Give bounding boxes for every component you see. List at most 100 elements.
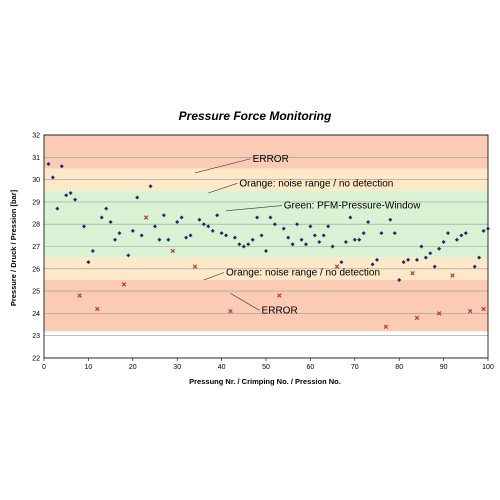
- annotation-text: ERROR: [262, 305, 298, 316]
- data-point-diamond: [241, 244, 246, 249]
- data-point-x: [95, 306, 100, 312]
- data-point-diamond: [166, 237, 171, 242]
- data-point-x: [414, 315, 420, 321]
- x-tick-label: 90: [440, 364, 448, 371]
- data-point-diamond: [272, 222, 277, 227]
- data-point-diamond: [352, 237, 357, 242]
- data-point-x: [121, 282, 127, 287]
- annotation-leader-line: [194, 158, 251, 174]
- data-point-diamond: [215, 213, 220, 218]
- data-point-diamond: [175, 219, 180, 224]
- annotation-leader-line: [226, 205, 282, 212]
- data-point-diamond: [255, 215, 260, 220]
- data-point-diamond: [441, 240, 446, 245]
- data-point-diamond: [295, 222, 300, 227]
- data-point-x: [170, 248, 175, 254]
- data-point-diamond: [348, 215, 353, 220]
- data-point-diamond: [197, 217, 202, 222]
- data-point-diamond: [290, 242, 295, 247]
- data-point-diamond: [246, 242, 251, 247]
- annotation-leader-line: [230, 293, 260, 311]
- data-point-diamond: [90, 248, 95, 253]
- chart-title: Pressure Force Monitoring: [179, 109, 332, 123]
- data-point-diamond: [463, 231, 468, 236]
- data-point-diamond: [126, 253, 131, 258]
- y-tick-label: 24: [32, 311, 40, 318]
- data-point-diamond: [472, 264, 477, 269]
- data-point-diamond: [392, 231, 397, 236]
- data-point-diamond: [454, 237, 459, 242]
- data-point-diamond: [379, 231, 384, 236]
- data-point-diamond: [210, 228, 215, 233]
- x-tick-label: 0: [42, 364, 46, 371]
- annotation-text: Green: PFM-Pressure-Window: [284, 201, 421, 212]
- data-point-diamond: [366, 219, 371, 224]
- data-point-x: [277, 293, 282, 298]
- data-point-diamond: [104, 206, 109, 211]
- data-point-x: [450, 273, 455, 278]
- data-point-diamond: [46, 161, 51, 166]
- y-axis-label: Pressure / Druck / Pression [bar]: [9, 189, 18, 306]
- data-point-diamond: [237, 242, 242, 247]
- data-point-diamond: [303, 242, 308, 247]
- data-point-diamond: [153, 224, 157, 229]
- data-point-x: [436, 311, 442, 316]
- data-point-diamond: [139, 233, 144, 238]
- data-point-diamond: [81, 224, 86, 229]
- x-tick-label: 60: [307, 364, 315, 371]
- data-point-diamond: [99, 215, 104, 220]
- data-point-diamond: [157, 237, 162, 242]
- data-point-x: [410, 271, 415, 276]
- data-point-diamond: [446, 231, 451, 236]
- y-tick-label: 32: [32, 133, 40, 140]
- y-tick-label: 31: [32, 155, 40, 162]
- data-point-diamond: [188, 233, 193, 238]
- y-tick-label: 28: [32, 222, 40, 229]
- x-tick-label: 100: [482, 364, 494, 371]
- data-point-diamond: [321, 233, 326, 238]
- data-point-diamond: [135, 195, 140, 200]
- data-point-diamond: [50, 175, 55, 180]
- x-tick-label: 80: [395, 364, 403, 371]
- annotation-text: Orange: noise range / no detection: [239, 178, 393, 189]
- data-point-diamond: [286, 235, 291, 240]
- data-point-diamond: [437, 246, 442, 251]
- data-point-x: [383, 324, 389, 330]
- data-point-diamond: [130, 228, 135, 233]
- data-point-diamond: [268, 215, 273, 220]
- data-point-diamond: [397, 277, 402, 282]
- data-point-diamond: [86, 260, 91, 265]
- data-point-diamond: [330, 244, 335, 249]
- data-point-diamond: [481, 228, 486, 233]
- annotation-leader-line: [203, 272, 225, 281]
- data-point-diamond: [459, 233, 464, 238]
- data-point-diamond: [281, 226, 286, 231]
- band-error-upper: [44, 135, 488, 169]
- annotation-leader-line: [208, 183, 238, 194]
- y-tick-label: 25: [32, 289, 40, 296]
- y-tick-label: 26: [32, 266, 40, 273]
- annotations: ERROR Orange: noise range / no detection G…: [194, 154, 421, 316]
- data-point-x: [192, 264, 198, 269]
- annotation-text: Orange: noise range / no detection: [226, 267, 380, 278]
- data-point-diamond: [68, 190, 73, 195]
- x-axis-label: Pressung Nr. / Crimping No. / Pression N…: [189, 377, 341, 386]
- data-point-diamond: [339, 260, 344, 265]
- data-point-diamond: [357, 237, 362, 242]
- x-tick-label: 40: [218, 364, 226, 371]
- data-point-x: [468, 308, 473, 314]
- data-point-diamond: [206, 224, 211, 229]
- data-point-diamond: [423, 255, 428, 260]
- data-point-diamond: [117, 231, 122, 236]
- band-error-lower: [44, 279, 488, 332]
- x-tick-label: 20: [129, 364, 137, 371]
- data-point-diamond: [361, 231, 366, 236]
- data-point-x: [334, 264, 340, 269]
- data-point-diamond: [317, 240, 322, 245]
- data-point-diamond: [308, 224, 313, 229]
- data-point-diamond: [184, 235, 189, 240]
- data-point-diamond: [326, 224, 331, 229]
- data-point-diamond: [432, 264, 437, 269]
- x-tick-label: 30: [173, 364, 181, 371]
